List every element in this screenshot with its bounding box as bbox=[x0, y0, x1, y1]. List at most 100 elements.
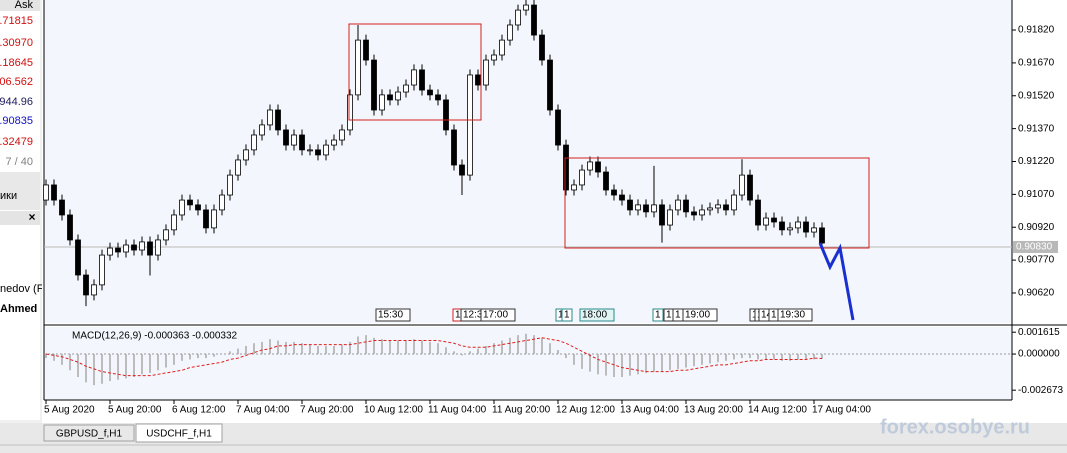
candle-body bbox=[795, 221, 801, 229]
event-marker-label[interactable]: 1 bbox=[666, 310, 672, 321]
candle-body bbox=[723, 204, 729, 211]
candle-body bbox=[283, 129, 289, 146]
tab-active[interactable] bbox=[135, 423, 223, 443]
candle-body bbox=[491, 54, 497, 61]
x-tick-label: 14 Aug 12:00 bbox=[748, 405, 807, 416]
market-watch-header bbox=[0, 0, 40, 11]
candle-body bbox=[627, 199, 633, 211]
candle-body bbox=[531, 4, 537, 36]
event-marker-label[interactable]: 18:00 bbox=[582, 310, 607, 321]
candle-body bbox=[299, 134, 305, 151]
navigator-header bbox=[0, 211, 40, 225]
candle-body bbox=[203, 209, 209, 229]
event-marker-label[interactable]: 14 bbox=[761, 310, 773, 321]
event-marker-label[interactable]: 1 bbox=[455, 310, 461, 321]
candle-body bbox=[211, 209, 217, 229]
candle-body bbox=[419, 69, 425, 91]
candle-body bbox=[739, 174, 745, 196]
candle-body bbox=[747, 174, 753, 201]
price[interactable]: .30970 bbox=[0, 37, 33, 49]
candle-body bbox=[179, 199, 185, 216]
candle-body bbox=[483, 59, 489, 86]
event-marker[interactable] bbox=[579, 308, 615, 322]
y-tick-label: 0.91370 bbox=[1018, 123, 1055, 134]
candle-body bbox=[187, 199, 193, 206]
candle-body bbox=[635, 204, 641, 211]
candle-body bbox=[787, 227, 793, 231]
candle-body bbox=[651, 204, 657, 213]
plot: 0.91820 0.91670 0.91520 0.91370 0.91220 0.910… bbox=[43, 0, 1063, 416]
price[interactable]: .90835 bbox=[0, 115, 33, 127]
candle-body bbox=[99, 254, 105, 286]
candle-body bbox=[227, 174, 233, 196]
signal-line bbox=[45, 337, 823, 377]
candle-body bbox=[395, 91, 401, 101]
y-tick-label: 0.000000 bbox=[1018, 349, 1060, 360]
candle-body bbox=[387, 94, 393, 101]
candle-body bbox=[451, 129, 457, 166]
event-marker-label[interactable]: 1 bbox=[675, 310, 681, 321]
candle-body bbox=[611, 189, 617, 196]
event-marker-label[interactable]: 1 bbox=[564, 310, 570, 321]
candle-body bbox=[563, 144, 569, 191]
candle-body bbox=[459, 164, 465, 176]
candle-body bbox=[683, 199, 689, 213]
range-box[interactable] bbox=[564, 157, 870, 249]
x-tick-label: 13 Aug 20:00 bbox=[684, 405, 743, 416]
candle-body bbox=[379, 94, 385, 111]
candle-body bbox=[331, 139, 337, 146]
price[interactable]: .71815 bbox=[0, 15, 33, 27]
event-marker-label[interactable]: 1 bbox=[655, 310, 661, 321]
price[interactable]: .32479 bbox=[0, 136, 33, 148]
candle-body bbox=[659, 204, 665, 226]
range-box[interactable] bbox=[348, 23, 482, 121]
candle-body bbox=[259, 124, 265, 136]
event-marker[interactable] bbox=[652, 308, 664, 322]
event-marker-label[interactable]: 1 bbox=[558, 310, 564, 321]
panel-tabs bbox=[0, 172, 40, 210]
candle-body bbox=[643, 204, 649, 213]
candle-body bbox=[771, 217, 777, 223]
candle-body bbox=[539, 34, 545, 61]
candle-body bbox=[371, 59, 377, 111]
candle-body bbox=[571, 184, 577, 191]
navigator-item[interactable]: Ahmed bbox=[0, 303, 37, 315]
y-tick-label: 0.91670 bbox=[1018, 58, 1055, 69]
event-marker[interactable] bbox=[777, 308, 813, 322]
event-marker-label[interactable]: 17:00 bbox=[483, 310, 508, 321]
x-tick-label: 11 Aug 04:00 bbox=[428, 405, 487, 416]
candle-body bbox=[547, 59, 553, 111]
close-button[interactable]: × bbox=[28, 210, 35, 224]
candle-body bbox=[403, 84, 409, 93]
event-marker-label[interactable]: 19:30 bbox=[780, 310, 805, 321]
candle-body bbox=[83, 274, 89, 296]
y-tick-label: 0.91220 bbox=[1018, 156, 1055, 167]
forecast-arrow[interactable] bbox=[818, 242, 855, 321]
event-marker-label[interactable]: 15:30 bbox=[378, 310, 403, 321]
price[interactable]: 06.562 bbox=[0, 76, 33, 88]
candle-body bbox=[595, 161, 601, 173]
navigator-item[interactable]: nedov (F bbox=[0, 283, 44, 295]
candle-body bbox=[811, 227, 817, 233]
candle-body bbox=[139, 241, 145, 251]
price[interactable]: 944.96 bbox=[0, 96, 33, 108]
candle-body bbox=[819, 227, 825, 244]
candle-body bbox=[363, 39, 369, 61]
event-marker-label[interactable]: 12:3 bbox=[463, 310, 483, 321]
panel-tab[interactable]: ики bbox=[0, 190, 17, 202]
event-marker[interactable] bbox=[375, 308, 411, 322]
tab-label[interactable]: GBPUSD_f,H1 bbox=[56, 429, 123, 440]
candle-body bbox=[667, 209, 673, 226]
event-marker[interactable] bbox=[561, 308, 573, 322]
event-marker[interactable] bbox=[480, 308, 516, 322]
event-marker[interactable] bbox=[682, 308, 718, 322]
event-marker-label[interactable]: 1 bbox=[771, 310, 777, 321]
candle-body bbox=[523, 4, 529, 11]
candle-body bbox=[75, 239, 81, 276]
x-tick-label: 5 Aug 2020 bbox=[44, 405, 95, 416]
candle-body bbox=[323, 144, 329, 156]
event-marker-label[interactable]: 19:00 bbox=[685, 310, 710, 321]
tab-label[interactable]: USDCHF_f,H1 bbox=[146, 429, 212, 440]
tab[interactable] bbox=[43, 424, 135, 442]
price[interactable]: .18645 bbox=[0, 57, 33, 69]
